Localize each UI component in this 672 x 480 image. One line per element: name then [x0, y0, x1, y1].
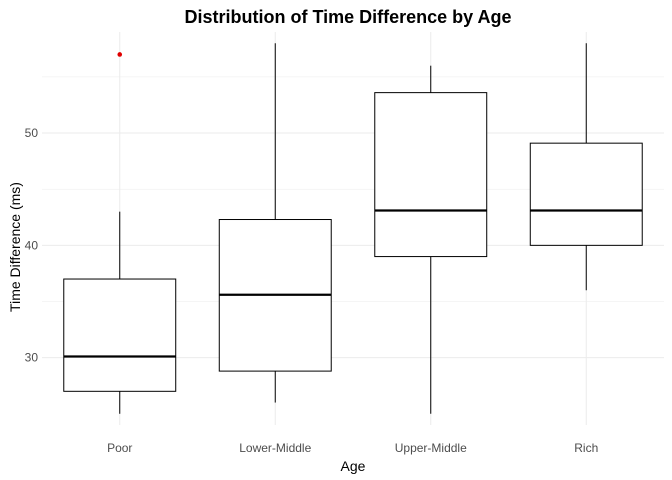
- box-3: [529, 43, 643, 291]
- x-axis-title: Age: [341, 458, 366, 474]
- box-2: [374, 65, 488, 414]
- chart-title: Distribution of Time Difference by Age: [184, 7, 511, 27]
- x-tick-label-2: Upper-Middle: [395, 441, 467, 455]
- outlier-point-0: [117, 52, 123, 57]
- y-tick-label-2: 50: [25, 126, 39, 140]
- y-axis-title: Time Difference (ms): [7, 182, 23, 312]
- box-0: [63, 52, 177, 414]
- iqr-box: [374, 92, 488, 258]
- boxes: [63, 43, 643, 414]
- x-tick-label-3: Rich: [574, 441, 598, 455]
- box-1: [218, 43, 332, 403]
- x-tick-labels: Poor Lower-Middle Upper-Middle Rich: [107, 441, 598, 455]
- x-tick-label-1: Lower-Middle: [239, 441, 311, 455]
- iqr-box: [529, 142, 643, 246]
- y-tick-label-0: 30: [25, 351, 39, 365]
- y-tick-label-1: 40: [25, 238, 39, 252]
- x-tick-label-0: Poor: [107, 441, 132, 455]
- y-tick-labels: 30 40 50: [25, 126, 39, 365]
- iqr-box: [63, 278, 177, 392]
